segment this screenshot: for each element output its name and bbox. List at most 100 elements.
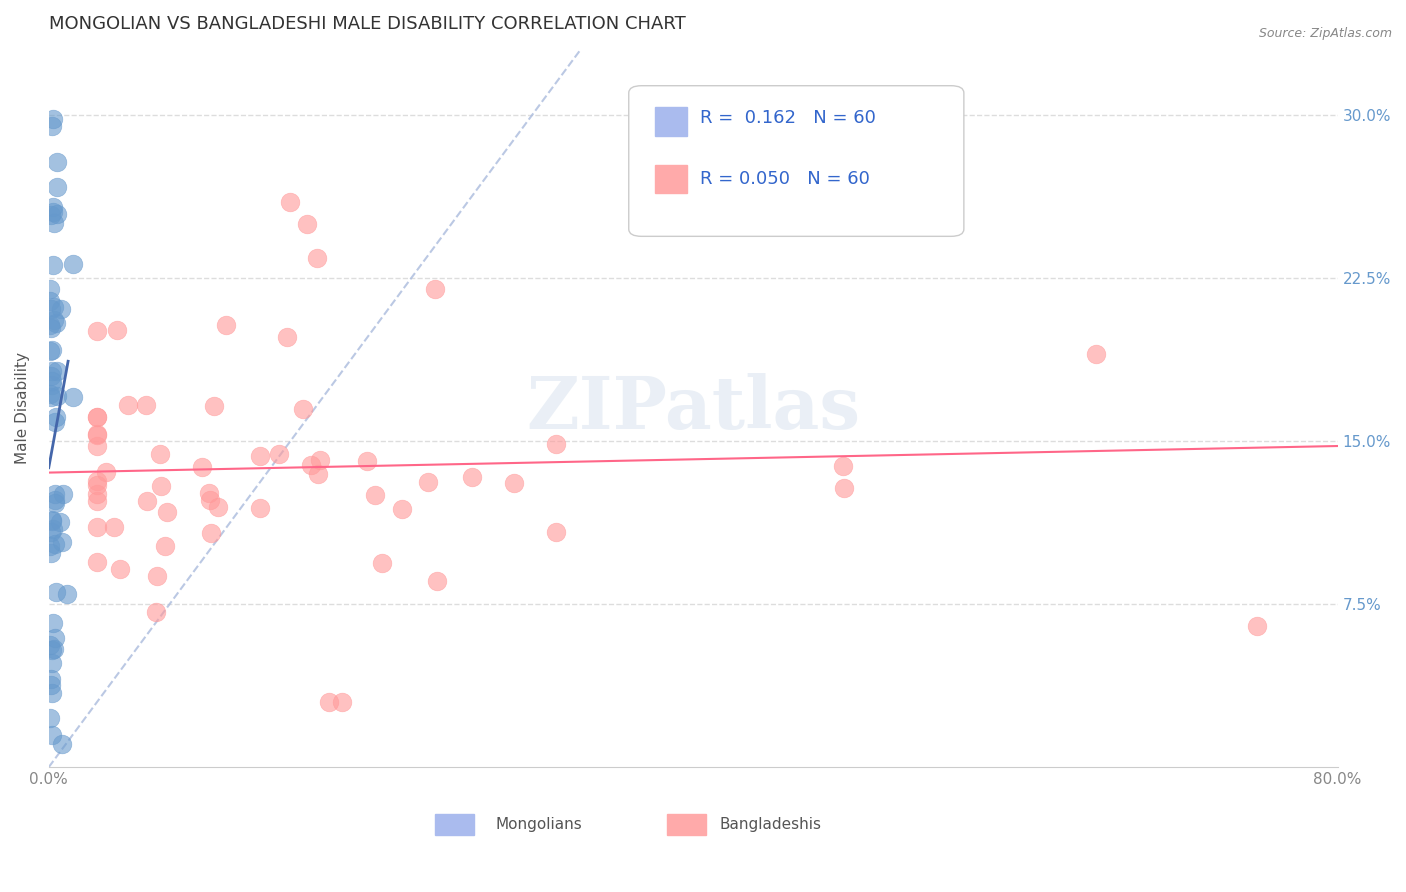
Point bbox=[42, 216, 65, 230]
Point bbox=[425, 282, 447, 296]
Point bbox=[45, 317, 67, 331]
Point bbox=[46, 155, 69, 169]
Point bbox=[41, 678, 63, 692]
Point bbox=[295, 217, 318, 231]
Point bbox=[1246, 619, 1268, 633]
Point bbox=[86, 427, 108, 442]
Point bbox=[86, 409, 108, 424]
Point bbox=[41, 377, 63, 392]
Point bbox=[96, 465, 118, 479]
Point bbox=[62, 390, 84, 404]
Point bbox=[45, 207, 67, 221]
Point bbox=[149, 447, 172, 461]
Point bbox=[426, 574, 449, 588]
Point bbox=[44, 631, 66, 645]
Point bbox=[45, 584, 67, 599]
Text: Mongolians: Mongolians bbox=[495, 817, 582, 832]
Point bbox=[103, 520, 125, 534]
Point bbox=[117, 398, 139, 412]
Point bbox=[546, 436, 568, 450]
Point bbox=[207, 500, 229, 514]
Point bbox=[308, 453, 330, 467]
Point bbox=[42, 258, 65, 272]
Point bbox=[41, 643, 63, 657]
FancyBboxPatch shape bbox=[655, 107, 686, 136]
Point bbox=[86, 439, 108, 453]
Point bbox=[39, 208, 62, 222]
Point bbox=[39, 344, 62, 359]
Point bbox=[39, 539, 62, 553]
Point bbox=[391, 501, 413, 516]
Point bbox=[51, 737, 73, 751]
FancyBboxPatch shape bbox=[655, 165, 686, 194]
Point bbox=[356, 453, 378, 467]
Point bbox=[330, 695, 353, 709]
Point bbox=[145, 605, 167, 619]
Point bbox=[45, 409, 67, 424]
Point bbox=[62, 257, 84, 271]
Point bbox=[1084, 347, 1107, 361]
Point bbox=[249, 501, 271, 516]
Point bbox=[416, 475, 439, 490]
Point bbox=[39, 282, 62, 296]
Point bbox=[503, 475, 526, 490]
Point bbox=[49, 515, 72, 529]
Point bbox=[52, 487, 75, 501]
Text: Source: ZipAtlas.com: Source: ZipAtlas.com bbox=[1258, 27, 1392, 40]
Y-axis label: Male Disability: Male Disability bbox=[15, 352, 30, 465]
Point bbox=[371, 556, 394, 570]
Point bbox=[86, 493, 108, 508]
Point bbox=[831, 458, 853, 473]
Point bbox=[42, 522, 65, 536]
Point bbox=[276, 330, 298, 344]
Point bbox=[86, 324, 108, 338]
Text: ZIPatlas: ZIPatlas bbox=[526, 373, 860, 444]
Point bbox=[135, 398, 157, 412]
Point bbox=[146, 569, 169, 583]
Text: R = 0.050   N = 60: R = 0.050 N = 60 bbox=[700, 170, 869, 188]
Point bbox=[280, 194, 302, 209]
FancyBboxPatch shape bbox=[436, 814, 474, 835]
Point bbox=[44, 493, 66, 508]
Point bbox=[46, 180, 69, 194]
Point bbox=[39, 546, 62, 560]
Point bbox=[191, 459, 214, 474]
Point bbox=[86, 477, 108, 491]
Point bbox=[364, 488, 387, 502]
Point bbox=[46, 389, 69, 403]
Point bbox=[39, 672, 62, 686]
Point bbox=[51, 535, 73, 549]
Point bbox=[86, 487, 108, 501]
Point bbox=[200, 526, 222, 541]
Point bbox=[41, 513, 63, 527]
Point bbox=[86, 474, 108, 488]
Point bbox=[41, 374, 63, 388]
Point bbox=[291, 401, 314, 416]
Point bbox=[39, 387, 62, 401]
Point bbox=[39, 638, 62, 652]
Point bbox=[153, 539, 176, 553]
Point bbox=[42, 641, 65, 656]
Point bbox=[299, 458, 322, 472]
Point bbox=[86, 410, 108, 425]
Point bbox=[46, 364, 69, 378]
Point bbox=[41, 514, 63, 528]
Point bbox=[156, 505, 179, 519]
Point bbox=[136, 493, 159, 508]
Point bbox=[44, 487, 66, 501]
Point bbox=[249, 450, 271, 464]
Point bbox=[42, 300, 65, 314]
FancyBboxPatch shape bbox=[628, 86, 965, 236]
Text: MONGOLIAN VS BANGLADESHI MALE DISABILITY CORRELATION CHART: MONGOLIAN VS BANGLADESHI MALE DISABILITY… bbox=[49, 15, 686, 33]
Point bbox=[149, 479, 172, 493]
Point bbox=[39, 369, 62, 384]
Point bbox=[42, 200, 65, 214]
Point bbox=[269, 447, 291, 461]
Point bbox=[198, 493, 221, 508]
Point bbox=[49, 302, 72, 317]
Point bbox=[41, 364, 63, 378]
Point bbox=[41, 728, 63, 742]
Point bbox=[41, 524, 63, 539]
Point bbox=[41, 119, 63, 133]
Point bbox=[39, 302, 62, 317]
